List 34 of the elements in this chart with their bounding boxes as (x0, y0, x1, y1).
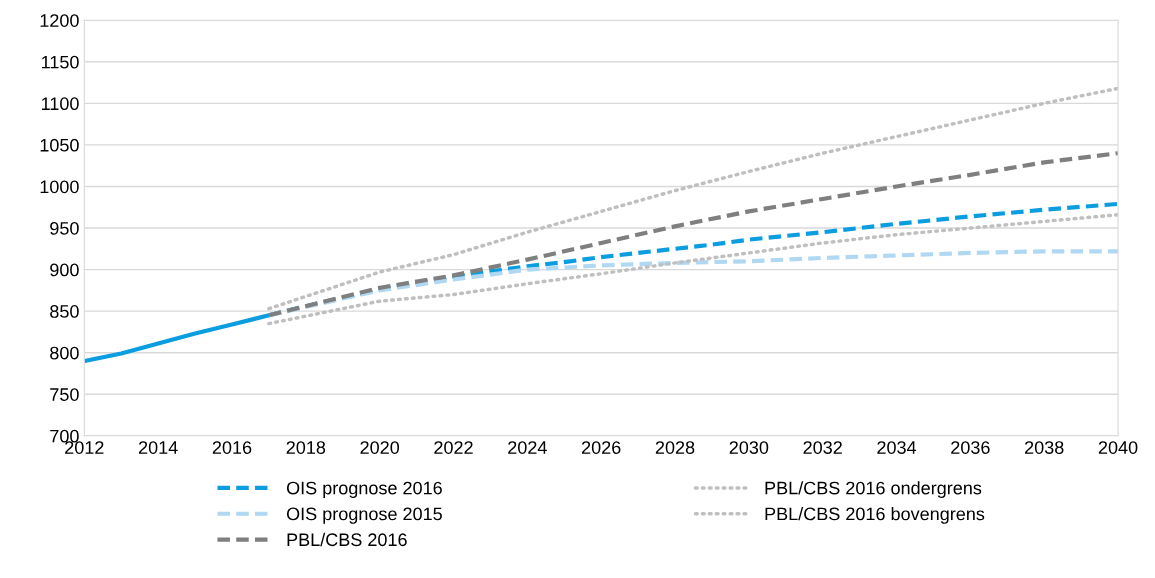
x-tick-label: 2032 (803, 441, 842, 454)
x-tick-label: 2028 (655, 441, 695, 454)
x-tick-label: 2026 (582, 441, 621, 454)
line-series (267, 212, 1119, 326)
y-tick-label: 950 (50, 221, 79, 235)
y-tick-label: 1050 (40, 138, 79, 152)
x-tick-label: 2036 (951, 441, 990, 454)
line-series (266, 151, 1119, 318)
x-tick-label: 2016 (212, 441, 252, 454)
x-tick-label: 2040 (1098, 441, 1138, 454)
y-tick-label: 1200 (40, 14, 79, 27)
x-tick-label: 2022 (434, 441, 473, 454)
y-tick-label: 700 (50, 429, 79, 443)
x-tick-label: 2012 (65, 441, 104, 454)
y-tick-label: 1100 (42, 97, 79, 111)
x-tick-label: 2014 (138, 441, 178, 454)
y-tick-label: 750 (50, 388, 79, 401)
y-tick-label: 900 (50, 263, 79, 277)
x-tick-label: 2034 (877, 441, 917, 454)
x-tick-label: 2030 (729, 441, 769, 454)
x-tick-label: 2038 (1025, 441, 1064, 454)
legend-label: PBL/CBS 2016 ondergrens (765, 481, 982, 498)
y-tick-label: 800 (50, 346, 79, 360)
legend-label: OIS prognose 2016 (286, 481, 442, 498)
y-tick-label: 850 (50, 305, 79, 318)
x-tick-label: 2024 (508, 441, 547, 454)
legend-label: PBL/CBS 2016 bovengrens (765, 507, 985, 524)
y-tick-label: 1150 (42, 55, 79, 69)
x-tick-label: 2018 (286, 441, 326, 454)
legend-label: OIS prognose 2015 (286, 507, 442, 524)
legend-label: PBL/CBS 2016 (287, 532, 407, 547)
x-tick-label: 2020 (360, 441, 400, 454)
line-series (267, 86, 1119, 311)
y-tick-label: 1000 (40, 180, 79, 194)
